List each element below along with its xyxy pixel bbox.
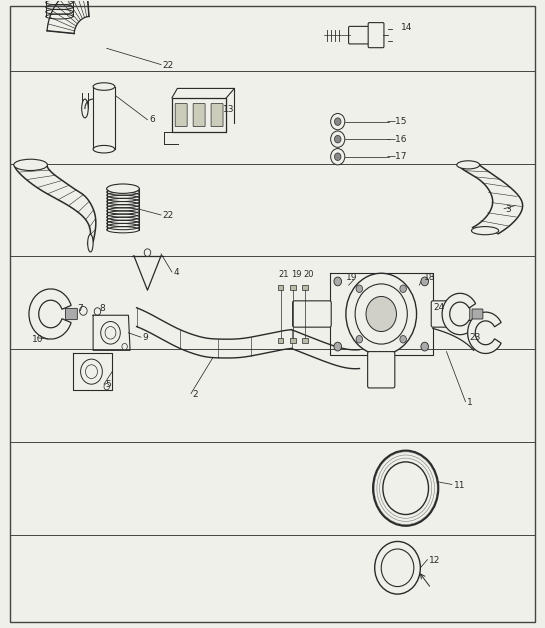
Text: 24: 24: [433, 303, 444, 312]
Circle shape: [334, 277, 342, 286]
FancyBboxPatch shape: [368, 352, 395, 388]
Circle shape: [105, 327, 116, 339]
Ellipse shape: [93, 83, 115, 90]
Ellipse shape: [82, 99, 88, 118]
FancyBboxPatch shape: [302, 338, 308, 343]
FancyBboxPatch shape: [349, 26, 371, 44]
Circle shape: [375, 541, 420, 594]
Text: 10: 10: [32, 335, 44, 344]
Circle shape: [101, 322, 120, 344]
Text: 8: 8: [99, 305, 105, 313]
Ellipse shape: [93, 146, 115, 153]
Text: 19: 19: [346, 273, 358, 282]
FancyBboxPatch shape: [193, 104, 205, 127]
Text: 14: 14: [401, 23, 413, 31]
Text: 6: 6: [149, 116, 155, 124]
FancyBboxPatch shape: [172, 98, 226, 133]
Text: —17: —17: [386, 152, 407, 161]
Circle shape: [80, 306, 87, 315]
Circle shape: [335, 153, 341, 161]
FancyBboxPatch shape: [10, 6, 535, 622]
Text: 13: 13: [222, 105, 234, 114]
Text: 1: 1: [467, 398, 473, 407]
Circle shape: [144, 249, 151, 256]
Circle shape: [334, 342, 342, 351]
Text: 3: 3: [506, 205, 511, 214]
Circle shape: [346, 273, 416, 355]
FancyBboxPatch shape: [278, 285, 283, 290]
Circle shape: [421, 342, 428, 351]
Circle shape: [335, 118, 341, 126]
Circle shape: [421, 277, 428, 286]
Ellipse shape: [14, 160, 47, 171]
Wedge shape: [29, 289, 71, 339]
Text: 12: 12: [429, 556, 440, 565]
Circle shape: [331, 149, 345, 165]
Text: 11: 11: [453, 480, 465, 490]
FancyBboxPatch shape: [293, 301, 331, 327]
Circle shape: [335, 136, 341, 143]
FancyBboxPatch shape: [472, 309, 483, 319]
FancyBboxPatch shape: [431, 301, 470, 327]
Ellipse shape: [457, 161, 480, 169]
Circle shape: [373, 451, 438, 526]
Text: 22: 22: [163, 61, 174, 70]
FancyBboxPatch shape: [302, 285, 308, 290]
Circle shape: [366, 296, 396, 332]
Text: 20: 20: [303, 270, 313, 279]
FancyBboxPatch shape: [65, 308, 77, 320]
Text: 7: 7: [77, 305, 82, 313]
Text: 18: 18: [423, 273, 435, 282]
Text: 2: 2: [192, 391, 198, 399]
Wedge shape: [442, 293, 476, 335]
Text: 21: 21: [278, 270, 289, 279]
Circle shape: [94, 308, 101, 315]
Circle shape: [400, 285, 407, 293]
Circle shape: [356, 285, 362, 293]
Circle shape: [86, 365, 98, 379]
FancyBboxPatch shape: [368, 23, 384, 48]
Ellipse shape: [88, 234, 93, 252]
Text: 23: 23: [470, 333, 481, 342]
Text: —16: —16: [386, 134, 407, 144]
Circle shape: [381, 549, 414, 587]
Text: 9: 9: [143, 333, 148, 342]
Circle shape: [104, 384, 110, 390]
Circle shape: [355, 284, 407, 344]
Ellipse shape: [471, 227, 499, 235]
Text: 4: 4: [173, 268, 179, 276]
Circle shape: [356, 335, 362, 343]
FancyBboxPatch shape: [175, 104, 187, 127]
Circle shape: [81, 359, 102, 384]
Circle shape: [331, 114, 345, 130]
Text: 5: 5: [106, 381, 111, 389]
FancyBboxPatch shape: [290, 338, 296, 343]
FancyBboxPatch shape: [278, 338, 283, 343]
Text: 22: 22: [163, 211, 174, 220]
Circle shape: [122, 344, 128, 350]
Wedge shape: [468, 312, 501, 354]
Text: —15: —15: [386, 117, 407, 126]
FancyBboxPatch shape: [211, 104, 223, 127]
Text: 19: 19: [291, 270, 301, 279]
Circle shape: [400, 335, 407, 343]
FancyBboxPatch shape: [290, 285, 296, 290]
Circle shape: [331, 131, 345, 148]
Ellipse shape: [107, 184, 140, 193]
Circle shape: [383, 462, 428, 514]
